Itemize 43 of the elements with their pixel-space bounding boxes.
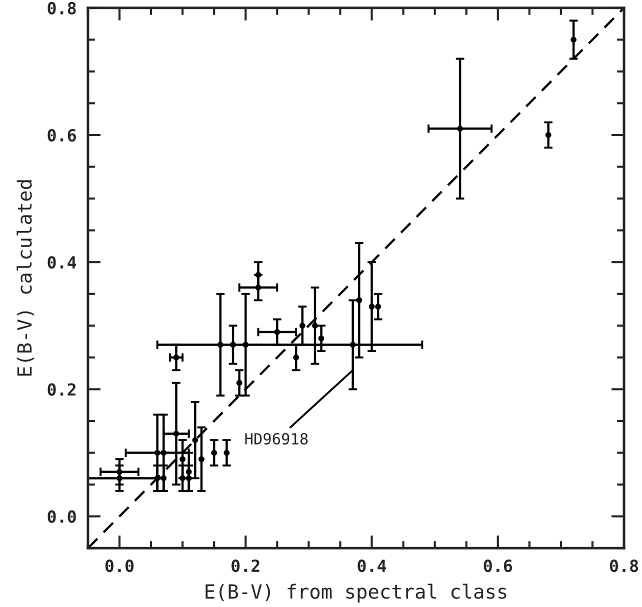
point <box>173 354 180 360</box>
point <box>173 430 180 437</box>
x-tick-label: 0.6 <box>484 560 512 572</box>
y-tick-label: 0.2 <box>48 383 76 396</box>
point <box>299 322 306 329</box>
point <box>375 304 382 310</box>
x-tick-label: 0.2 <box>232 560 260 572</box>
x-axis-title: E(B-V) from spectral class <box>206 584 506 603</box>
point <box>186 468 192 475</box>
point <box>457 126 463 132</box>
point <box>180 456 186 462</box>
point <box>116 475 122 482</box>
x-tick-label: 0.4 <box>358 560 386 572</box>
point <box>154 475 160 482</box>
point <box>242 342 249 348</box>
y-tick-label: 0.6 <box>48 128 76 142</box>
y-axis-title: E(B-V) calculated <box>16 180 34 376</box>
x-tick-label: 0.0 <box>105 560 134 572</box>
point <box>318 335 324 342</box>
point <box>356 297 362 304</box>
point <box>293 354 300 360</box>
point <box>368 304 375 310</box>
point <box>211 450 218 456</box>
x-tick-label: 0.8 <box>610 560 638 572</box>
y-tick-label: 0.8 <box>48 2 76 14</box>
point <box>192 437 198 444</box>
point <box>224 450 230 456</box>
point <box>217 342 224 348</box>
point <box>545 132 552 138</box>
y-tick-label: 0.0 <box>48 510 76 523</box>
point <box>116 468 122 475</box>
point <box>186 475 192 482</box>
point <box>236 380 242 386</box>
point <box>160 450 167 456</box>
annotation: HD96918 <box>245 433 308 445</box>
point <box>154 450 160 456</box>
point <box>230 342 236 348</box>
y-tick-label: 0.4 <box>48 256 76 269</box>
point <box>198 456 204 462</box>
point <box>350 342 356 348</box>
point <box>312 322 318 329</box>
point <box>570 36 577 43</box>
point <box>274 329 280 335</box>
